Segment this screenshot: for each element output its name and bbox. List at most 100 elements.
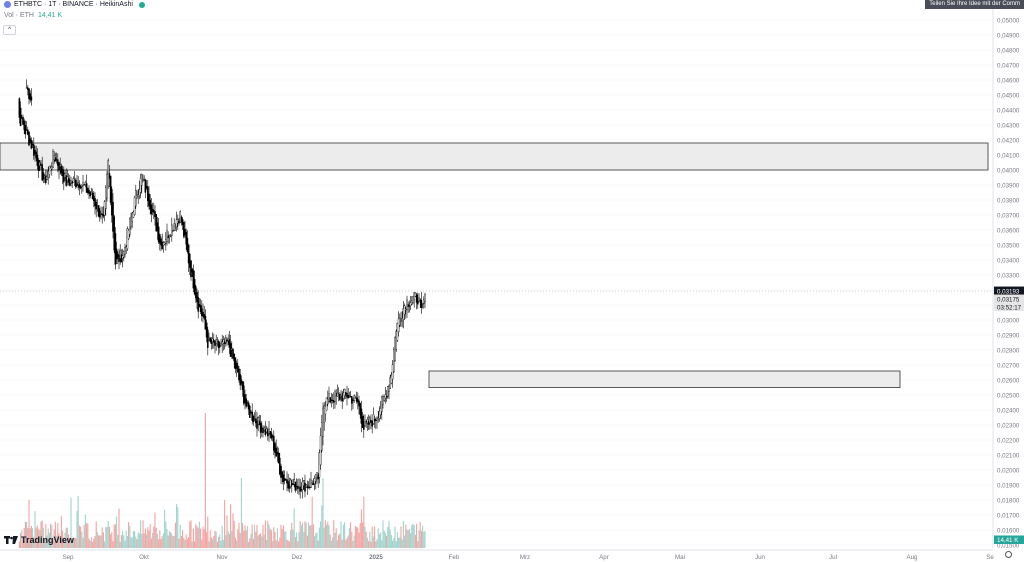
price-axis-label: 0,02600 xyxy=(997,378,1020,385)
support-resistance-zones[interactable] xyxy=(0,142,989,388)
symbol-title[interactable]: ETHBTC · 1T · BINANCE · HeikinAshi xyxy=(14,1,133,8)
volume-bar xyxy=(255,531,257,548)
volume-bar xyxy=(56,535,58,548)
price-axis-label: 0,02700 xyxy=(997,363,1020,370)
volume-bar xyxy=(382,520,384,548)
volume-bar xyxy=(310,524,312,548)
price-axis-label: 0,01800 xyxy=(997,498,1020,505)
volume-bar xyxy=(413,525,415,548)
volume-bar xyxy=(195,524,197,548)
volume-bar xyxy=(154,512,156,548)
volume-bar xyxy=(40,521,42,548)
candlesticks xyxy=(18,79,426,499)
volume-bar xyxy=(417,541,419,548)
volume-bar xyxy=(53,529,55,548)
volume-bar xyxy=(305,522,307,548)
volume-bar xyxy=(366,537,368,548)
volume-bar xyxy=(60,516,62,548)
volume-bar xyxy=(116,516,118,548)
volume-bar xyxy=(166,529,168,548)
volume-bar xyxy=(322,478,324,548)
volume-bar xyxy=(130,537,132,548)
volume-bar xyxy=(406,529,408,548)
volume-bar xyxy=(122,530,124,548)
volume-bar xyxy=(112,541,114,548)
volume-bar xyxy=(393,537,395,548)
volume-bar xyxy=(110,534,112,548)
volume-bar xyxy=(380,532,382,548)
volume-bar xyxy=(292,529,294,548)
symbol-legend[interactable]: ETHBTC · 1T · BINANCE · HeikinAshi xyxy=(4,1,145,8)
volume-bar xyxy=(45,524,47,548)
volume-bar xyxy=(26,524,28,548)
volume-bar xyxy=(162,533,164,548)
volume-value: 14,41 K xyxy=(37,12,63,19)
volume-bar xyxy=(274,531,276,548)
volume-bar xyxy=(303,531,305,548)
volume-bar xyxy=(239,532,241,548)
volume-bar xyxy=(136,539,138,548)
price-axis-label: 0,02200 xyxy=(997,438,1020,445)
volume-bar xyxy=(405,524,407,548)
price-axis[interactable]: 0,05000 0,04900 0,04800 0,04700 0,04600 0,045… xyxy=(992,0,1024,550)
volume-bar xyxy=(245,530,247,548)
price-axis-label: 0,02900 xyxy=(997,333,1020,340)
volume-bar xyxy=(105,526,107,548)
settings-gear-icon[interactable] xyxy=(1005,551,1012,558)
volume-bar xyxy=(207,516,209,548)
price-axis-label: 0,04100 xyxy=(997,153,1020,160)
volume-legend[interactable]: Vol · ETH 14,41 K xyxy=(4,12,62,19)
volume-bar xyxy=(210,537,212,548)
volume-bar xyxy=(78,525,80,548)
volume-bar xyxy=(236,540,238,548)
volume-bar xyxy=(80,526,82,548)
volume-bar xyxy=(242,522,244,548)
volume-bar xyxy=(197,528,199,548)
volume-bar xyxy=(233,520,235,548)
volume-bar xyxy=(77,495,79,548)
volume-bar xyxy=(176,504,178,548)
candle-body xyxy=(292,483,294,486)
volume-bar xyxy=(299,521,301,548)
volume-bar xyxy=(33,537,35,548)
share-idea-banner[interactable]: Teilen Sie Ihre Idee mit der Comm xyxy=(925,0,1024,9)
price-zone xyxy=(428,370,901,388)
time-axis[interactable]: Sep Okt Nov Dez 2025 Feb Mrz Apr Mai Jun Jul Aug Se xyxy=(0,549,994,561)
volume-bar xyxy=(378,534,380,548)
volume-bar xyxy=(252,538,254,548)
volume-bar xyxy=(293,508,295,548)
volume-bar xyxy=(29,528,31,548)
volume-bar xyxy=(96,532,98,548)
volume-bar xyxy=(326,524,328,548)
time-axis-label: Aug xyxy=(906,554,918,561)
volume-bar xyxy=(185,534,187,548)
volume-bar xyxy=(398,537,400,548)
volume-bar xyxy=(135,536,137,548)
volume-bar xyxy=(342,524,344,548)
collapse-legend-button[interactable]: ^ xyxy=(3,25,16,35)
price-axis-label: 0,04400 xyxy=(997,108,1020,115)
tradingview-logo[interactable]: TradingView xyxy=(4,535,74,545)
volume-bar xyxy=(28,499,30,548)
time-axis-label: 2025 xyxy=(369,554,383,561)
price-axis-label: 0,01600 xyxy=(997,528,1020,535)
volume-tag: 14,41 K xyxy=(997,537,1019,544)
volume-bar xyxy=(144,528,146,548)
volume-bar xyxy=(222,539,224,548)
volume-bar xyxy=(248,541,250,548)
volume-bar xyxy=(384,532,386,548)
volume-bar xyxy=(218,536,220,548)
volume-bar xyxy=(420,531,422,548)
volume-bar xyxy=(297,541,299,548)
volume-bar xyxy=(71,538,73,548)
volume-bar xyxy=(221,525,223,548)
price-axis-label: 0,04300 xyxy=(997,123,1020,130)
time-axis-label: Mai xyxy=(675,554,685,561)
volume-bar xyxy=(104,541,106,548)
volume-bar xyxy=(149,524,151,548)
chart-grid xyxy=(0,19,993,546)
volume-bar xyxy=(375,541,377,548)
volume-bar xyxy=(360,509,362,548)
volume-bar xyxy=(234,537,236,548)
